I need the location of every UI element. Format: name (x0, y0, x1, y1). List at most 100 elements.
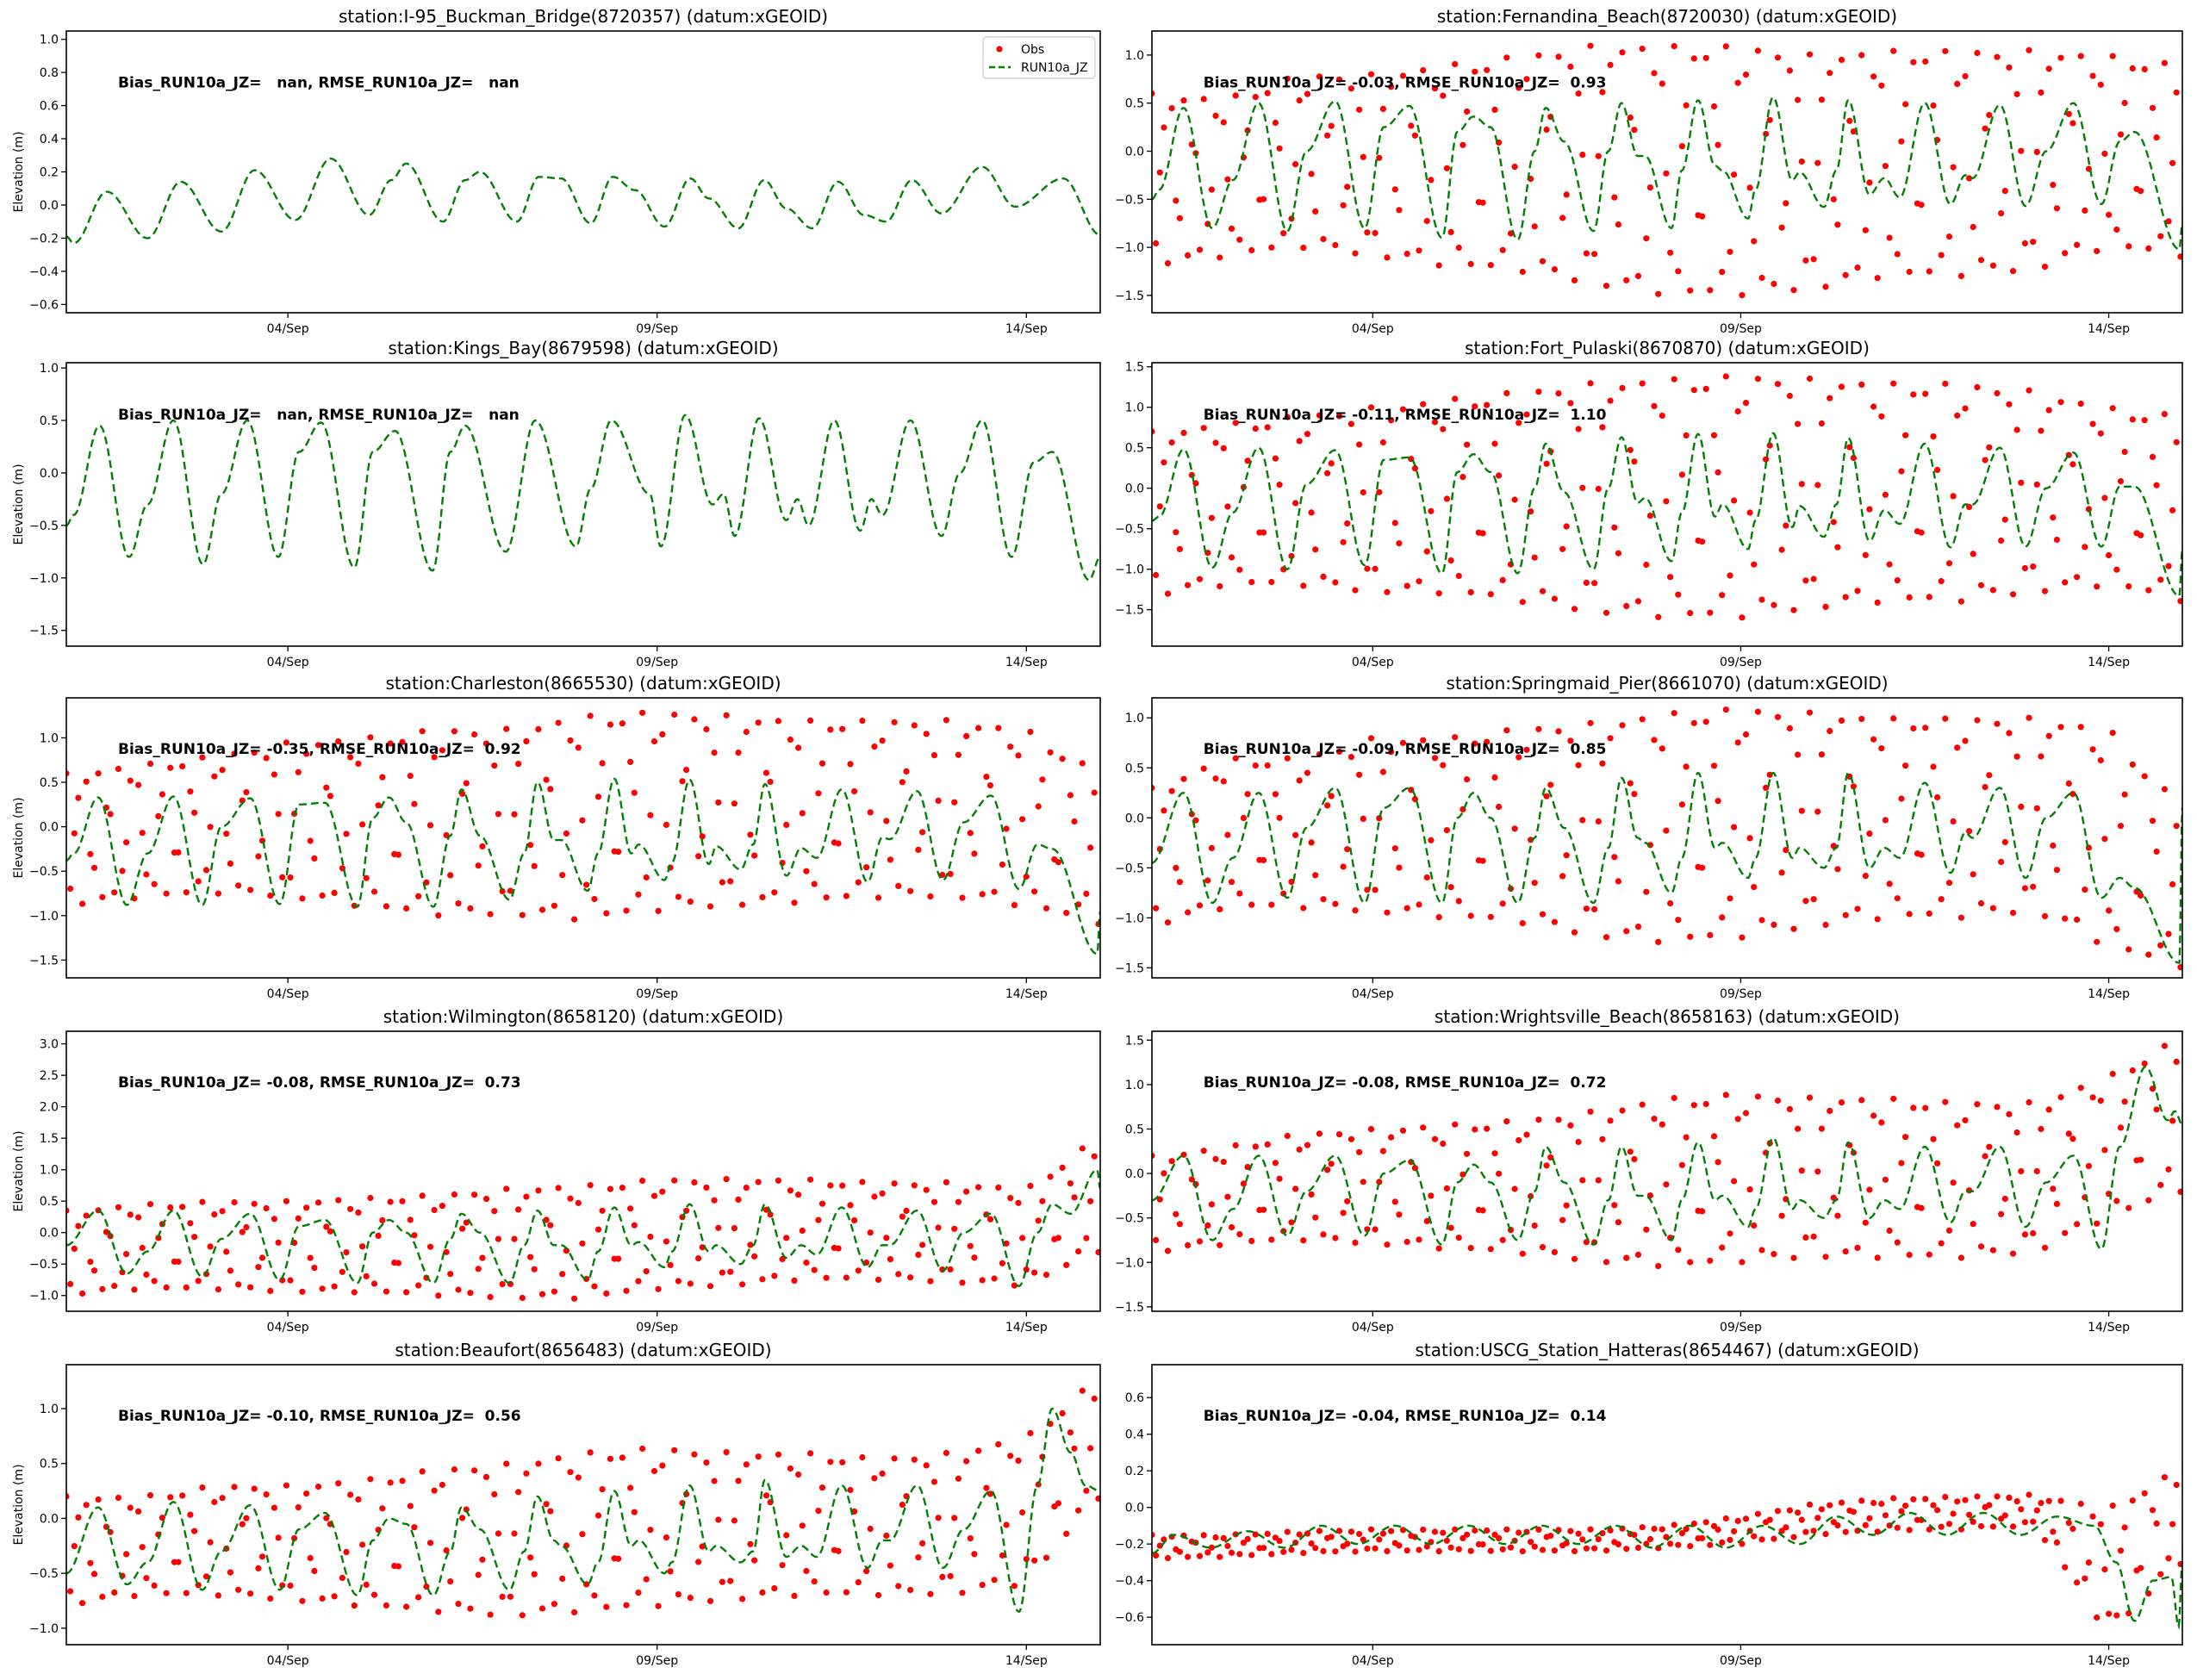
obs-point (347, 754, 354, 761)
obs-point (1496, 803, 1503, 811)
obs-point (647, 812, 654, 818)
obs-point (2050, 842, 2057, 849)
obs-point (1910, 1496, 1917, 1503)
obs-point (874, 1591, 882, 1599)
obs-point (1862, 551, 1869, 558)
obs-point (495, 811, 502, 818)
obs-point (2106, 551, 2113, 559)
obs-point (1268, 1236, 1275, 1243)
obs-point (771, 889, 778, 896)
obs-point (1519, 599, 1526, 606)
obs-point (867, 809, 874, 816)
obs-point (1858, 1497, 1865, 1504)
obs-point (1918, 851, 1925, 858)
obs-point (167, 1204, 174, 1211)
obs-point (1152, 784, 1155, 792)
obs-point (303, 750, 310, 757)
obs-point (683, 767, 690, 774)
obs-point (271, 1216, 277, 1223)
obs-point (2041, 264, 2049, 271)
obs-point (1646, 513, 1653, 520)
obs-point (667, 1568, 674, 1575)
obs-point (1019, 1509, 1026, 1516)
obs-point (799, 1522, 806, 1529)
obs-point (90, 864, 98, 871)
obs-point (1360, 1179, 1366, 1185)
obs-point (879, 737, 886, 744)
obs-point (571, 916, 578, 923)
obs-point (1176, 545, 1183, 553)
obs-point (1079, 760, 1086, 767)
obs-point (1153, 240, 1160, 247)
obs-point (1627, 780, 1634, 787)
obs-point (1168, 105, 1175, 112)
obs-point (1347, 85, 1354, 92)
obs-point (827, 726, 834, 733)
obs-point (1232, 755, 1239, 762)
obs-point (523, 737, 530, 745)
y-tick-label: 0.0 (40, 199, 59, 213)
obs-point (1763, 784, 1770, 792)
obs-point (1671, 43, 1677, 50)
obs-point (1579, 817, 1586, 824)
x-tick-label: 04/Sep (1352, 987, 1394, 1001)
obs-point (2101, 1566, 2108, 1573)
obs-point (543, 1216, 550, 1223)
obs-point (691, 1451, 698, 1458)
obs-point (1579, 1536, 1586, 1543)
legend-model-label: RUN10a_JZ (1021, 61, 1088, 75)
obs-point (874, 894, 882, 901)
obs-point (247, 1590, 254, 1597)
obs-point (1435, 262, 1442, 269)
model-series-line (1152, 432, 2182, 598)
axes-frame (65, 30, 1101, 314)
obs-point (2165, 930, 2172, 937)
obs-point (767, 778, 774, 786)
obs-point (1535, 1117, 1542, 1123)
obs-point (2085, 1559, 2092, 1566)
obs-point (2018, 1167, 2025, 1175)
obs-point (1312, 208, 1319, 215)
obs-point (538, 906, 546, 913)
obs-point (1416, 578, 1422, 585)
obs-point (903, 1207, 910, 1214)
obs-point (1019, 816, 1026, 823)
obs-point (1974, 49, 1981, 57)
obs-point (986, 1216, 994, 1223)
obs-point (2161, 411, 2168, 418)
obs-point (547, 786, 554, 793)
obs-point (1603, 609, 1610, 616)
obs-point (923, 731, 930, 737)
obs-point (1443, 165, 1450, 171)
obs-point (1739, 614, 1746, 621)
obs-point (2157, 942, 2164, 949)
obs-point (1399, 406, 1407, 413)
obs-point (2074, 241, 2081, 248)
obs-point (1464, 1150, 1471, 1157)
obs-point (2109, 405, 2116, 412)
obs-point (143, 1271, 150, 1278)
obs-point (79, 1290, 86, 1297)
obs-point (803, 1260, 810, 1266)
obs-point (363, 874, 370, 881)
obs-point (2109, 730, 2116, 737)
obs-point (1212, 1534, 1219, 1541)
x-tick-label: 14/Sep (2088, 987, 2130, 1001)
obs-point (1443, 827, 1450, 834)
obs-point (1019, 1235, 1026, 1241)
obs-point (1742, 1110, 1750, 1117)
obs-point (1352, 1239, 1359, 1246)
obs-point (2062, 579, 2069, 586)
obs-point (211, 1498, 218, 1506)
obs-point (1379, 768, 1386, 775)
obs-point (1464, 1531, 1471, 1538)
obs-point (959, 1590, 966, 1596)
obs-point (1244, 791, 1251, 798)
obs-point (567, 1469, 574, 1476)
y-tick-label: 0.5 (40, 1458, 59, 1472)
obs-point (2129, 1497, 2136, 1504)
obs-point (1396, 1542, 1403, 1549)
y-tick-label: −0.5 (29, 1258, 59, 1272)
obs-point (1288, 1219, 1295, 1226)
obs-point (95, 770, 102, 777)
